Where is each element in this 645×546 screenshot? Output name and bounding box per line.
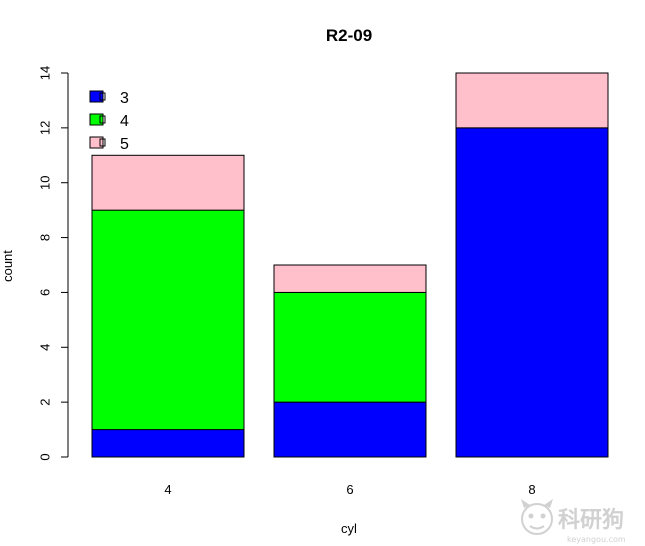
legend-swatch-3 xyxy=(89,90,104,103)
bar-4-series-5 xyxy=(91,154,245,211)
watermark-domain: keyangou.com xyxy=(567,535,626,544)
x-tick-label: 6 xyxy=(346,482,353,497)
y-axis: 0 2 4 6 8 10 12 14 xyxy=(38,66,69,461)
legend-swatch-box xyxy=(99,115,106,124)
bar-6-series-3 xyxy=(273,401,427,458)
bar-4-series-4 xyxy=(91,209,245,431)
watermark: 科研狗 keyangou.com xyxy=(521,499,626,544)
legend-label-3: 3 xyxy=(120,90,129,107)
y-axis-label: count xyxy=(0,250,15,282)
y-tick-label: 6 xyxy=(38,289,53,296)
dog-logo-icon xyxy=(521,499,553,535)
x-axis: 4 6 8 xyxy=(164,482,535,497)
legend-swatch-4 xyxy=(89,113,104,126)
bar-6-series-4 xyxy=(273,291,427,403)
bar-4-series-3 xyxy=(91,429,245,458)
bar-8-series-3 xyxy=(455,127,609,458)
y-tick-label: 12 xyxy=(38,121,53,135)
legend: 3 4 5 xyxy=(89,90,129,153)
y-tick-label: 4 xyxy=(38,344,53,351)
x-axis-label: cyl xyxy=(341,521,357,536)
watermark-brand: 科研狗 xyxy=(558,508,624,533)
x-tick-label: 8 xyxy=(528,482,535,497)
chart-title: R2-09 xyxy=(326,26,372,45)
legend-swatch-5 xyxy=(89,136,104,149)
legend-label-5: 5 xyxy=(120,136,129,153)
bars-group xyxy=(91,72,609,458)
x-tick-label: 4 xyxy=(164,482,171,497)
y-tick-label: 14 xyxy=(38,66,53,80)
y-tick-label: 0 xyxy=(38,453,53,460)
bar-6-series-5 xyxy=(273,264,427,293)
y-tick-label: 10 xyxy=(38,175,53,189)
y-tick-label: 8 xyxy=(38,234,53,241)
legend-swatch-box xyxy=(99,92,106,101)
legend-swatch-box xyxy=(99,138,106,147)
y-tick-label: 2 xyxy=(38,399,53,406)
bar-8-series-5 xyxy=(455,72,609,129)
legend-label-4: 4 xyxy=(120,113,129,130)
